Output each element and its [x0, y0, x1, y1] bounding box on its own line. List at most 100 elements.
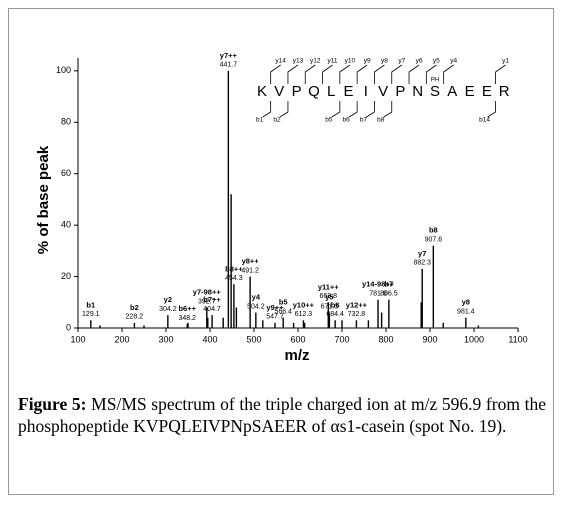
- peak-ion-label: y10++: [293, 300, 315, 309]
- b-bracket: [487, 101, 496, 118]
- b-ion-label: b2: [273, 117, 281, 124]
- residue: R: [499, 83, 510, 100]
- peak-ion-label: y7++: [220, 51, 238, 60]
- peak-mz-label: 504.2: [247, 303, 265, 310]
- peak-ion-label: y12++: [346, 300, 368, 309]
- peak-ion-label: y2: [164, 295, 172, 304]
- y-tick-label: 60: [61, 168, 71, 178]
- b-bracket: [331, 101, 341, 118]
- peak-mz-label: 781.9: [369, 291, 387, 298]
- peak-ion-label: y8: [462, 298, 470, 307]
- caption: Figure 5: MS/MS spectrum of the triple c…: [18, 393, 546, 437]
- residue: N: [412, 83, 423, 100]
- y-tick-label: 100: [56, 65, 71, 75]
- residue: L: [327, 83, 335, 100]
- peak-mz-label: 882.3: [413, 260, 431, 267]
- y-bracket: [304, 64, 316, 84]
- peak-ion-label: y14-98++: [362, 280, 395, 289]
- figure-frame: [8, 8, 554, 495]
- peak-mz-label: 404.7: [203, 306, 221, 313]
- y-tick-label: 20: [61, 271, 71, 281]
- y-ion-label: y4: [450, 58, 457, 65]
- peak-mz-label: 129.1: [82, 311, 100, 318]
- x-tick-label: 700: [334, 334, 349, 344]
- peak-mz-label: 612.3: [295, 311, 313, 318]
- peak-mz-label: 547.7: [266, 314, 284, 321]
- b-ion-label: b8: [377, 117, 385, 124]
- peak-mz-label: 454.3: [225, 275, 243, 282]
- b-bracket: [262, 101, 272, 118]
- y-bracket: [356, 64, 368, 84]
- x-tick-label: 600: [290, 334, 305, 344]
- y-bracket: [287, 64, 299, 84]
- peak-mz-label: 441.7: [220, 62, 238, 69]
- y-ion-label: y1: [502, 58, 509, 65]
- y-ion-label: y7: [398, 58, 405, 65]
- residue: E: [343, 83, 353, 100]
- b-ion-label: b6: [343, 117, 351, 124]
- residue: V: [274, 83, 284, 100]
- peak-ion-label: y11++: [318, 282, 339, 291]
- residue: V: [378, 83, 388, 100]
- y-bracket: [495, 64, 506, 84]
- y-axis-label: % of base peak: [35, 145, 52, 254]
- residue: Q: [308, 83, 320, 100]
- b-ion-label: b5: [325, 117, 333, 124]
- y-ion-label: y6: [416, 58, 423, 65]
- peak-mz-label: 732.8: [348, 311, 366, 318]
- x-tick-label: 800: [378, 334, 393, 344]
- x-tick-label: 1000: [464, 334, 484, 344]
- x-axis-label: m/z: [284, 347, 309, 364]
- y-ion-label: y11: [328, 58, 338, 65]
- peak-mz-label: 491.2: [241, 267, 259, 274]
- y-bracket: [339, 64, 351, 84]
- x-tick-label: 200: [114, 334, 129, 344]
- chart: m/z % of base peak 100 200 300 400 500 600 700…: [35, 51, 528, 364]
- b-ion-label: b14: [479, 117, 490, 124]
- peak-mz-label: 668.8: [320, 293, 338, 300]
- residue: E: [482, 83, 492, 100]
- caption-label: Figure 5:: [18, 394, 87, 414]
- x-tick-label: 100: [70, 334, 85, 344]
- y-bracket: [425, 64, 437, 84]
- b-bracket: [279, 101, 289, 118]
- b-ion-label: b7: [360, 117, 368, 124]
- y-bracket: [374, 64, 385, 84]
- peak-ion-label: b6++: [178, 304, 196, 313]
- y-bracket: [322, 64, 333, 84]
- peak-ion-label: b6: [331, 300, 340, 309]
- residue: I: [364, 83, 368, 100]
- y-ion-label: y10: [345, 58, 356, 65]
- modification: PH: [431, 78, 439, 84]
- peak-ion-label: b1: [86, 300, 95, 309]
- b-bracket: [366, 101, 375, 118]
- peak-mz-label: 392.7: [198, 298, 216, 305]
- y-tick-label: 0: [66, 322, 71, 332]
- b-ion-label: b1: [256, 117, 264, 124]
- peak-mz-label: 907.6: [425, 237, 443, 244]
- peak-ion-label: b7: [384, 280, 393, 289]
- x-tick-label: 500: [246, 334, 261, 344]
- residue: K: [257, 83, 267, 100]
- caption-text: MS/MS spectrum of the triple charged ion…: [18, 394, 546, 436]
- peak-mz-label: 671.3: [321, 303, 339, 310]
- residue: A: [447, 83, 457, 100]
- peak-ion-label: y8++: [242, 257, 260, 266]
- y-ion-label: y9: [364, 58, 371, 65]
- residue: P: [395, 83, 405, 100]
- peak-ion-label: y9++: [266, 303, 284, 312]
- y-bracket: [391, 64, 402, 84]
- y-bracket: [443, 64, 454, 84]
- peak-ion-label: y7-98++: [193, 287, 222, 296]
- x-tick-label: 400: [202, 334, 217, 344]
- y-bracket: [270, 64, 281, 84]
- peak-ion-label: y4: [252, 293, 261, 302]
- residue: E: [465, 83, 475, 100]
- peak-ion-label: b8++: [225, 264, 243, 273]
- residue: P: [292, 83, 302, 100]
- y-ion-label: y14: [275, 58, 286, 65]
- y-tick-label: 40: [61, 220, 71, 230]
- x-tick-label: 900: [422, 334, 437, 344]
- y-tick-label: 80: [61, 117, 71, 127]
